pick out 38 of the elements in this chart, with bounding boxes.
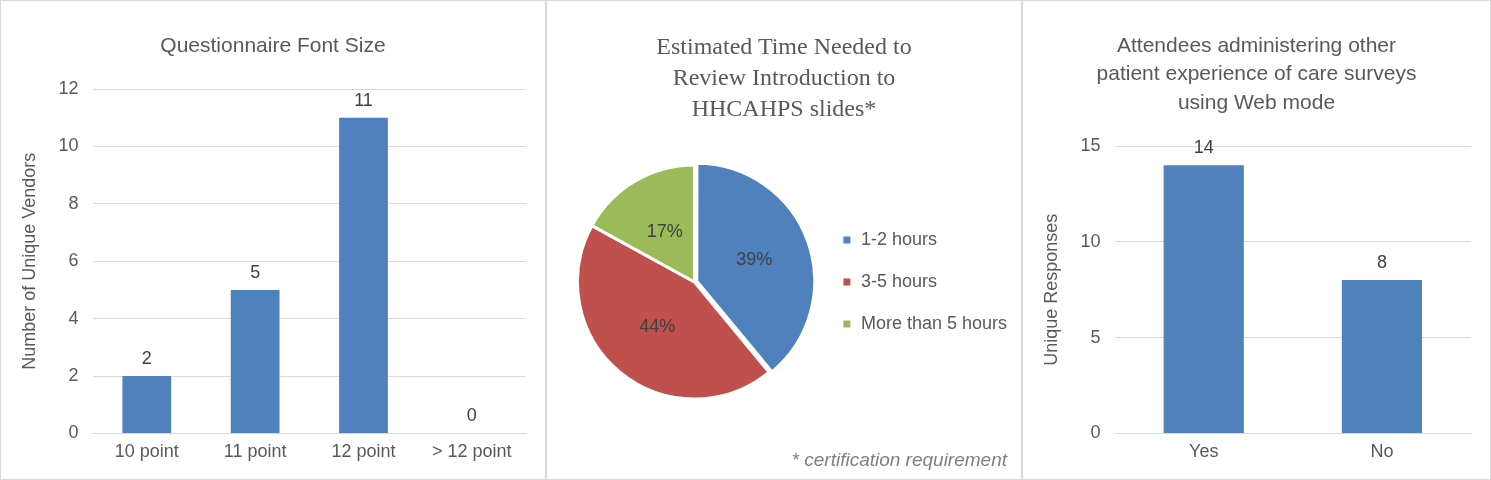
data-label: 8: [1376, 252, 1387, 273]
bar: [122, 376, 172, 434]
y-tick-label: 0: [1090, 422, 1101, 443]
data-label: 0: [466, 405, 477, 426]
y-axis-title: Unique Responses: [1040, 213, 1061, 366]
y-tick-label: 8: [68, 193, 79, 214]
legend-label: 3-5 hours: [860, 270, 937, 291]
y-tick-label: 4: [68, 307, 79, 328]
data-label: 11: [354, 90, 373, 111]
data-label: 2: [141, 348, 152, 369]
y-tick-label: 0: [68, 422, 79, 443]
y-tick-label: 5: [1090, 326, 1101, 347]
x-tick-label: > 12 point: [432, 441, 512, 462]
chart-title: Estimated Time Needed to Review Introduction to HHCAHPS slides*: [655, 32, 913, 124]
y-tick-label: 15: [1080, 135, 1101, 155]
chart-title: Questionnaire Font Size: [160, 32, 386, 58]
x-tick-label: Yes: [1189, 441, 1219, 462]
legend-label: More than 5 hours: [860, 312, 1008, 333]
data-label: 17%: [646, 220, 683, 241]
bar: [230, 290, 280, 434]
y-tick-label: 10: [1080, 230, 1101, 251]
x-tick-label: 12 point: [331, 441, 396, 462]
y-tick-label: 2: [68, 365, 79, 386]
data-label: 5: [250, 262, 261, 283]
y-tick-label: 10: [58, 135, 79, 156]
x-tick-label: 10 point: [114, 441, 179, 462]
legend-label: 1-2 hours: [860, 228, 937, 249]
y-axis-title: Number of Unique Vendors: [18, 152, 39, 371]
y-tick-label: 12: [58, 78, 79, 99]
data-label: 44%: [639, 315, 676, 336]
x-tick-label: 11 point: [223, 441, 287, 462]
chart-title: Attendees administering other patient experience of care surveys using Web mode: [1095, 32, 1418, 115]
text: * certification requirement: [791, 449, 1007, 471]
x-tick-label: No: [1370, 441, 1394, 462]
bar: [339, 118, 388, 434]
data-label: 14: [1193, 137, 1214, 158]
y-tick-label: 6: [68, 250, 79, 271]
data-label: 39%: [736, 249, 773, 270]
